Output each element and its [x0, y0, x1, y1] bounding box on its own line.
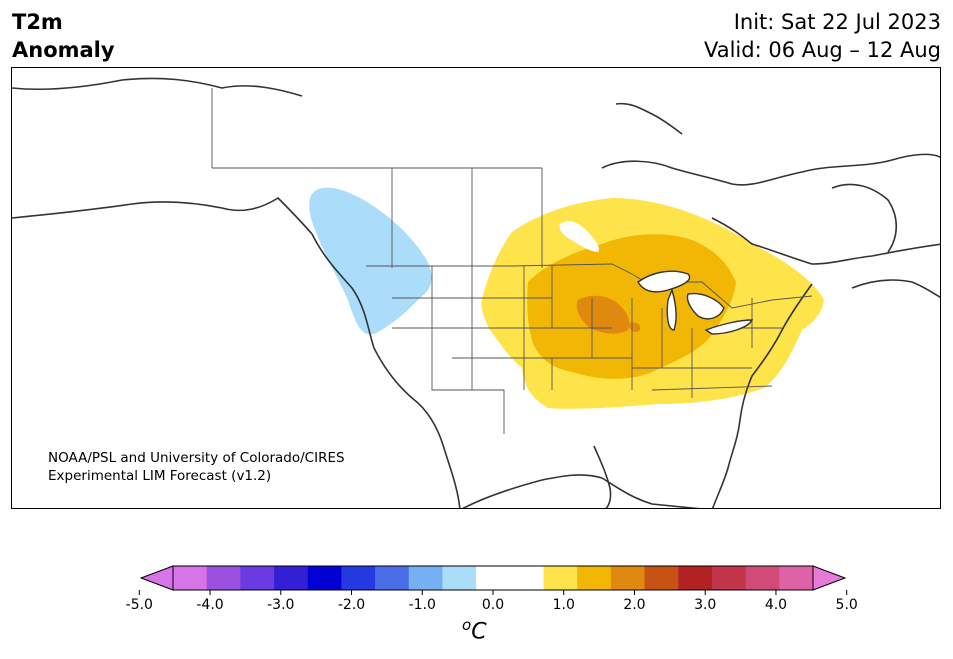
map-panel — [11, 67, 941, 509]
colorbar-unit-label: oC — [462, 616, 487, 645]
colorbar-tick-label: 5.0 — [836, 597, 858, 613]
colorbar-bin — [442, 566, 477, 590]
colorbar-tick-label: 3.0 — [694, 597, 716, 613]
colorbar-tick-label: 1.0 — [553, 597, 575, 613]
colorbar-under-triangle — [139, 565, 174, 591]
title-variable: T2m — [12, 10, 63, 34]
colorbar-tick-label: -1.0 — [409, 597, 436, 613]
colorbar-over-triangle — [812, 565, 847, 591]
colorbar-bins — [173, 566, 814, 590]
warm-anomaly-gap — [559, 221, 600, 252]
colorbar-tick-label: 4.0 — [765, 597, 787, 613]
colorbar-bin — [408, 566, 443, 590]
cool-anomaly-region — [309, 187, 432, 335]
warm-anomaly-peak-small — [628, 322, 641, 332]
colorbar-bin — [543, 566, 578, 590]
forecast-dates: Init: Sat 22 Jul 2023 Valid: 06 Aug – 12… — [704, 8, 941, 64]
colorbar-tick-label: -2.0 — [338, 597, 365, 613]
colorbar-ticks: -5.0 -4.0 -3.0 -2.0 -1.0 0.0 1.0 2.0 3.0 4.0 5.0 — [126, 590, 858, 613]
great-lakes — [637, 270, 754, 335]
map-title: T2m Anomaly — [12, 8, 115, 64]
colorbar-bin — [274, 566, 309, 590]
colorbar-tick-label: -4.0 — [196, 597, 223, 613]
colorbar-tick-label: -5.0 — [126, 597, 153, 613]
colorbar-bin — [779, 566, 814, 590]
colorbar-bin — [711, 566, 747, 590]
warm-anomaly-peak — [576, 295, 630, 334]
coastlines — [12, 77, 940, 508]
credit-line-1: NOAA/PSL and University of Colorado/CIRE… — [48, 450, 345, 466]
colorbar: -5.0 -4.0 -3.0 -2.0 -1.0 0.0 1.0 2.0 3.0 4.0 5.0 — [126, 565, 858, 613]
colorbar-bin — [509, 566, 545, 590]
colorbar-bin — [240, 566, 275, 590]
colorbar-bin — [745, 566, 780, 590]
colorbar-bin — [375, 566, 410, 590]
colorbar-tick-label: 0.0 — [482, 597, 504, 613]
colorbar-tick-label: 2.0 — [623, 597, 645, 613]
colorbar-bin — [206, 566, 241, 590]
colorbar-tick-label: -3.0 — [267, 597, 294, 613]
valid-dates: Valid: 06 Aug – 12 Aug — [703, 38, 941, 62]
credit-text: NOAA/PSL and University of Colorado/CIRE… — [48, 449, 345, 485]
colorbar-bin — [577, 566, 612, 590]
colorbar-bin — [476, 566, 511, 590]
colorbar-bin — [644, 566, 679, 590]
colorbar-bin — [341, 566, 376, 590]
init-date: Init: Sat 22 Jul 2023 — [733, 10, 941, 34]
colorbar-bin — [173, 566, 208, 590]
colorbar-bin — [678, 566, 713, 590]
credit-line-2: Experimental LIM Forecast (v1.2) — [48, 468, 272, 484]
colorbar-bin — [307, 566, 342, 590]
title-anomaly: Anomaly — [12, 38, 115, 62]
anomaly-map — [12, 77, 940, 508]
colorbar-bin — [610, 566, 646, 590]
